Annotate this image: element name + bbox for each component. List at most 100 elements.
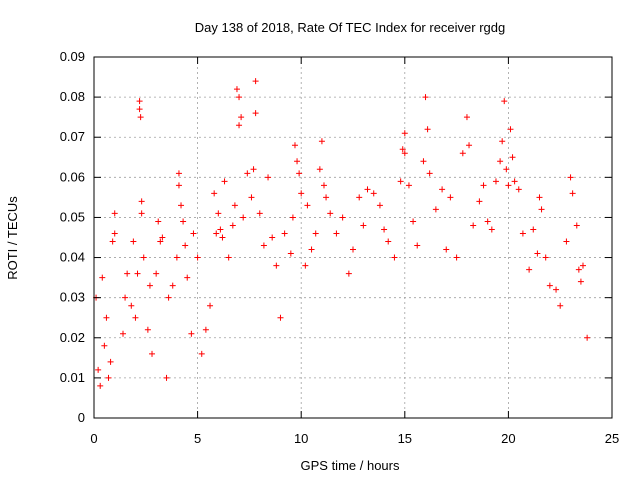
data-point — [132, 314, 139, 321]
data-point — [269, 234, 276, 241]
y-tick-label: 0.03 — [60, 290, 85, 305]
data-point — [207, 302, 214, 309]
data-point — [260, 242, 267, 249]
data-point — [289, 214, 296, 221]
data-point — [333, 230, 340, 237]
data-point — [105, 374, 112, 381]
data-point — [526, 266, 533, 273]
data-point — [480, 182, 487, 189]
data-point — [97, 382, 104, 389]
data-point — [221, 178, 228, 185]
data-point — [536, 194, 543, 201]
data-point — [124, 270, 131, 277]
data-point — [103, 314, 110, 321]
data-point — [356, 194, 363, 201]
data-point — [573, 222, 580, 229]
data-point — [466, 142, 473, 149]
data-point — [291, 142, 298, 149]
data-point — [188, 330, 195, 337]
data-point — [287, 250, 294, 257]
data-point — [579, 262, 586, 269]
data-point — [111, 210, 118, 217]
data-point — [173, 254, 180, 261]
data-point — [530, 226, 537, 233]
data-point — [381, 226, 388, 233]
data-point — [101, 342, 108, 349]
data-point — [511, 178, 518, 185]
data-point — [432, 206, 439, 213]
data-point — [492, 178, 499, 185]
data-point — [391, 254, 398, 261]
data-point — [339, 214, 346, 221]
data-point — [225, 254, 232, 261]
x-axis-label: GPS time / hours — [301, 458, 400, 473]
y-tick-label: 0.06 — [60, 169, 85, 184]
data-point — [240, 214, 247, 221]
data-point — [95, 366, 102, 373]
data-point — [165, 294, 172, 301]
data-point — [136, 98, 143, 105]
data-point — [401, 150, 408, 157]
data-point — [157, 238, 164, 245]
chart-title: Day 138 of 2018, Rate Of TEC Index for r… — [195, 20, 505, 35]
axis-ticks: 0 0.01 0.02 0.03 0.04 0.05 0.06 0.07 0.08 0.09 0 5 1… — [60, 49, 620, 446]
data-point — [134, 270, 141, 277]
data-point — [140, 254, 147, 261]
data-point — [130, 238, 137, 245]
data-point — [211, 190, 218, 197]
data-point — [345, 270, 352, 277]
data-point — [505, 182, 512, 189]
data-point — [120, 330, 127, 337]
data-point — [277, 314, 284, 321]
data-point — [497, 158, 504, 165]
data-point — [233, 86, 240, 93]
y-tick-label: 0 — [78, 410, 85, 425]
data-point — [244, 170, 251, 177]
data-point — [202, 326, 209, 333]
data-point — [405, 182, 412, 189]
data-point — [360, 222, 367, 229]
data-point — [410, 218, 417, 225]
data-point — [546, 282, 553, 289]
data-point — [553, 286, 560, 293]
data-point — [443, 246, 450, 253]
data-point — [248, 194, 255, 201]
data-point — [219, 234, 226, 241]
data-point — [439, 186, 446, 193]
data-point — [350, 246, 356, 253]
data-point — [304, 202, 311, 209]
data-point — [296, 170, 303, 177]
data-point — [265, 174, 272, 181]
data-point — [476, 198, 483, 205]
y-tick-label: 0.09 — [60, 49, 85, 64]
data-point — [138, 210, 145, 217]
data-point — [109, 238, 116, 245]
data-point — [273, 262, 280, 269]
data-point — [370, 190, 377, 197]
data-point — [231, 202, 238, 209]
data-point — [312, 230, 319, 237]
data-point — [308, 246, 315, 253]
data-points — [93, 78, 591, 389]
data-point — [252, 78, 259, 85]
data-point — [138, 198, 145, 205]
data-point — [422, 94, 429, 101]
data-point — [111, 230, 118, 237]
data-point — [153, 270, 160, 277]
data-point — [217, 226, 224, 233]
y-tick-label: 0.02 — [60, 330, 85, 345]
data-point — [385, 238, 392, 245]
data-point — [424, 126, 431, 133]
data-point — [414, 242, 421, 249]
data-point — [519, 230, 526, 237]
data-point — [538, 206, 545, 213]
data-point — [484, 218, 491, 225]
data-point — [577, 278, 584, 285]
data-point — [323, 194, 330, 201]
data-point — [250, 166, 257, 173]
data-point — [180, 218, 187, 225]
data-point — [252, 110, 259, 117]
data-point — [320, 182, 327, 189]
data-point — [128, 302, 135, 309]
